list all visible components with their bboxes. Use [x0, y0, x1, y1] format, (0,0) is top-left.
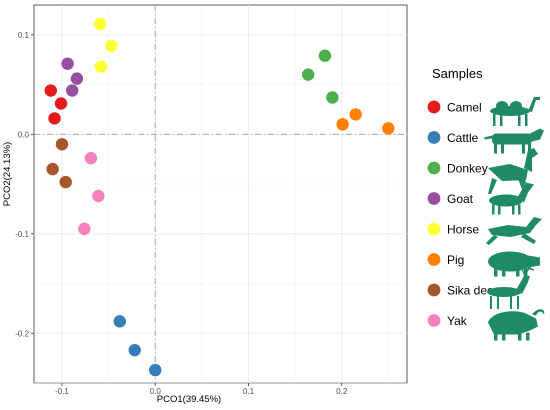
- yak-icon: [488, 309, 545, 341]
- data-point-yak: [84, 151, 98, 165]
- legend-key-sika-deer: [427, 283, 441, 297]
- y-tick-label: 0.0: [18, 130, 30, 139]
- legend-key-horse: [427, 222, 441, 236]
- data-point-sika-deer: [59, 175, 72, 189]
- data-point-goat: [66, 84, 79, 97]
- legend-label-yak: Yak: [447, 314, 468, 328]
- x-axis-title: PCO1(39.45%): [157, 394, 221, 405]
- data-point-camel: [44, 84, 57, 97]
- data-point-donkey: [301, 68, 315, 81]
- data-point-yak: [78, 222, 91, 236]
- pig-icon: [488, 251, 540, 277]
- plot-area: [33, 4, 408, 384]
- x-tick-label: -0.1: [55, 387, 69, 396]
- horse-icon: [486, 217, 542, 245]
- data-point-cattle: [128, 343, 141, 357]
- legend-key-pig: [427, 253, 441, 266]
- legend-label-cattle: Cattle: [447, 131, 479, 145]
- data-point-yak: [92, 189, 105, 203]
- data-point-goat: [70, 72, 84, 85]
- goat-icon: [489, 174, 534, 215]
- x-tick-label: 0.2: [336, 387, 348, 396]
- legend-key-donkey: [427, 161, 441, 175]
- legend: Samples Camel Cattle Donkey Goat Horse Pig Sik…: [427, 66, 545, 341]
- data-point-cattle: [113, 315, 126, 328]
- camel-icon: [490, 97, 540, 126]
- cattle-icon: [484, 128, 544, 154]
- data-point-camel: [54, 97, 68, 110]
- legend-key-goat: [427, 192, 441, 205]
- data-point-sika-deer: [55, 138, 69, 151]
- data-point-donkey: [326, 91, 339, 104]
- data-point-horse: [94, 17, 107, 31]
- data-point-sika-deer: [46, 162, 59, 176]
- sika-deer-icon: [487, 263, 535, 309]
- data-point-donkey: [318, 49, 332, 62]
- data-point-pig: [382, 122, 395, 135]
- data-point-pig: [349, 108, 362, 121]
- legend-label-sika-deer: Sika deer: [447, 284, 498, 298]
- y-axis-title: PCO2(24.13%): [2, 142, 13, 206]
- x-tick-label: 0.0: [150, 387, 162, 396]
- legend-key-yak: [427, 314, 441, 327]
- legend-label-pig: Pig: [447, 253, 464, 267]
- data-point-goat: [61, 57, 74, 70]
- legend-title: Samples: [432, 66, 483, 81]
- y-tick-label: -0.1: [15, 230, 29, 239]
- x-tick-label: 0.1: [243, 387, 255, 396]
- y-tick-label: -0.2: [15, 329, 29, 338]
- data-point-camel: [48, 112, 61, 125]
- data-point-pig: [336, 118, 349, 131]
- legend-key-cattle: [427, 131, 441, 144]
- data-point-horse: [94, 60, 108, 73]
- data-point-cattle: [149, 363, 162, 377]
- legend-label-horse: Horse: [447, 223, 479, 237]
- legend-label-camel: Camel: [447, 101, 482, 115]
- y-axis-ticks: -0.2 -0.1 0.0 0.1: [15, 31, 34, 338]
- legend-label-goat: Goat: [447, 192, 474, 206]
- y-tick-label: 0.1: [18, 31, 30, 40]
- legend-key-camel: [427, 100, 441, 114]
- data-point-horse: [105, 39, 118, 52]
- x-axis-ticks: -0.1 0.0 0.1 0.2: [55, 383, 348, 396]
- legend-label-donkey: Donkey: [447, 162, 488, 176]
- plot-panel: [33, 4, 408, 384]
